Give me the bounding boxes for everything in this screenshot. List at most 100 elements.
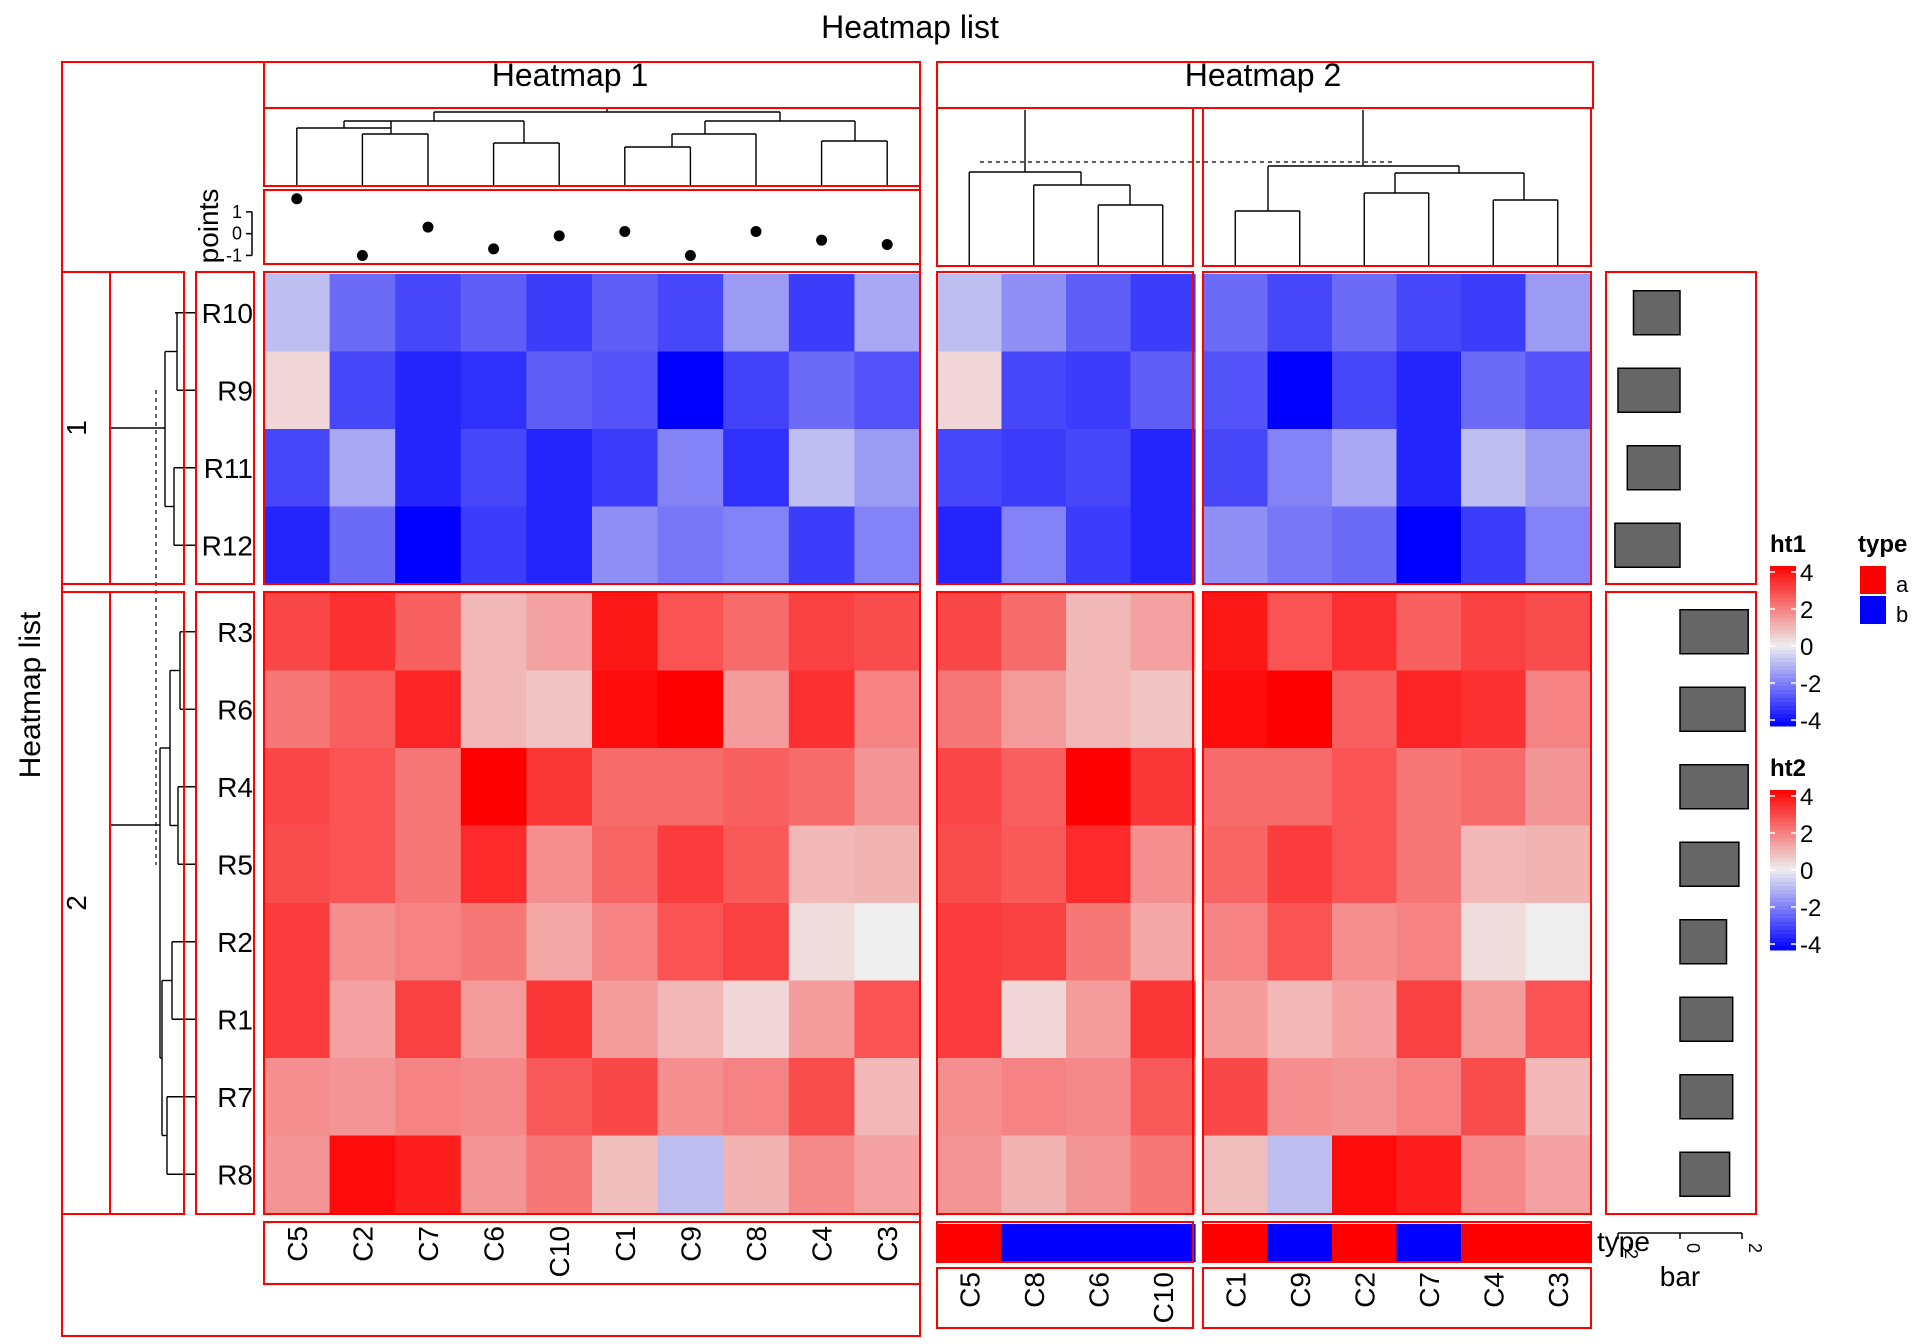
heatmap1-cell — [657, 670, 724, 749]
panel-border — [1605, 271, 1757, 585]
heatmap1-cell — [788, 903, 855, 982]
heatmap2-cell — [1332, 1135, 1398, 1214]
heatmap1-cell — [329, 506, 396, 585]
heatmap1-cell — [854, 825, 921, 904]
panel-border — [263, 591, 921, 1215]
heatmap2-cell — [1332, 274, 1398, 353]
panel-border — [109, 271, 185, 585]
points-marker — [881, 239, 893, 251]
legend-ht1-gradient — [1770, 614, 1796, 619]
heatmap1-cell — [723, 593, 790, 672]
legend-ht1-gradient — [1770, 586, 1796, 591]
heatmap2-cell — [1001, 351, 1067, 430]
heatmap2-cell — [1396, 980, 1462, 1059]
heatmap1-cell — [395, 274, 462, 353]
panel-border — [263, 189, 921, 265]
heatmap2-cell — [1525, 1058, 1591, 1137]
row-label: R9 — [217, 375, 253, 406]
heatmap2-cell — [1203, 351, 1269, 430]
heatmap2-cell — [1461, 1135, 1527, 1214]
heatmap2-cell — [937, 980, 1003, 1059]
type-annotation-cell — [1001, 1224, 1067, 1262]
heatmap2-cell — [1525, 593, 1591, 672]
heatmap1-cell — [460, 903, 527, 982]
legend-ht1-tick-label: 4 — [1800, 560, 1813, 587]
heatmap1-cell — [657, 593, 724, 672]
legend-ht2-tick-label: 4 — [1800, 784, 1813, 811]
heatmap2-column-label: C2 — [1349, 1272, 1380, 1308]
row-label: R11 — [204, 453, 253, 484]
heatmap2-cell — [1066, 670, 1132, 749]
heatmap1-cell — [592, 980, 659, 1059]
heatmap2-cell — [1001, 593, 1067, 672]
heatmap2-cell — [1267, 593, 1333, 672]
heatmap1-cell — [526, 825, 593, 904]
heatmap1-cell — [657, 506, 724, 585]
legend-ht2-gradient — [1770, 918, 1796, 923]
heatmap1-cell — [526, 351, 593, 430]
legend-type-swatch-b — [1860, 596, 1886, 624]
heatmap1-column-label: C1 — [610, 1226, 641, 1262]
heatmap2-column-label: C4 — [1478, 1272, 1509, 1308]
heatmap1-column-label: C3 — [872, 1226, 903, 1262]
bar-annotation-bar — [1617, 367, 1681, 413]
legend-ht2-gradient — [1770, 946, 1796, 951]
heatmap1-cell — [723, 429, 790, 508]
legend-type-swatch-a — [1860, 566, 1886, 594]
legend-ht2-gradient — [1770, 942, 1796, 947]
bar-annotation-bar — [1679, 996, 1734, 1042]
heatmap2-cell — [1332, 1058, 1398, 1137]
heatmap1-cell — [526, 980, 593, 1059]
heatmap2-cell — [1130, 980, 1196, 1059]
heatmap2-cell — [1001, 1058, 1067, 1137]
heatmap1-cell — [854, 670, 921, 749]
type-annotation-cell — [1130, 1224, 1196, 1262]
heatmap1-cell — [526, 1058, 593, 1137]
legend-ht2-gradient — [1770, 906, 1796, 911]
heatmap2-cell — [1001, 274, 1067, 353]
heatmap1-cell — [460, 980, 527, 1059]
legend-ht2-tick-label: 0 — [1800, 858, 1813, 885]
heatmap1-column-label: C6 — [479, 1226, 510, 1262]
heatmap1-cell — [592, 903, 659, 982]
panel-border — [1202, 591, 1592, 1215]
heatmap1-cell — [854, 506, 921, 585]
heatmap2-cell — [1396, 903, 1462, 982]
heatmap1-cell — [854, 274, 921, 353]
row-slice-2-label: 2 — [61, 895, 92, 911]
panel-border — [195, 271, 255, 585]
heatmap2-cell — [1267, 825, 1333, 904]
heatmap1-cell — [395, 351, 462, 430]
legend-ht1-gradient — [1770, 710, 1796, 715]
legend-ht1-tick-label: 0 — [1800, 634, 1813, 661]
heatmap2-cell — [937, 903, 1003, 982]
heatmap1-cell — [788, 670, 855, 749]
bar-annotation-bar — [1679, 609, 1749, 655]
bar-annotation-bar — [1679, 919, 1728, 965]
panel-border — [936, 591, 1194, 1215]
legend-ht1-gradient — [1770, 638, 1796, 643]
legend-ht1-gradient — [1770, 626, 1796, 631]
heatmap2-cell — [1525, 980, 1591, 1059]
heatmap2-cell — [1066, 980, 1132, 1059]
heatmap2-cell — [1267, 1135, 1333, 1214]
heatmap2-cell — [1203, 1135, 1269, 1214]
heatmap2-cell — [937, 1058, 1003, 1137]
heatmap1-cell — [854, 593, 921, 672]
heatmap2-cell — [1332, 506, 1398, 585]
heatmap1-cell — [460, 274, 527, 353]
legend-ht1-gradient — [1770, 630, 1796, 635]
bar-annotation-bar — [1679, 686, 1746, 732]
heatmap1-cell — [526, 748, 593, 827]
heatmap1-cell — [657, 980, 724, 1059]
legend-ht2-gradient — [1770, 814, 1796, 819]
legend-ht1-gradient — [1770, 682, 1796, 687]
panel-border — [263, 107, 921, 187]
heatmap2-cell — [1461, 351, 1527, 430]
heatmap1-cell — [723, 980, 790, 1059]
heatmap1-cell — [854, 1058, 921, 1137]
heatmap2-cell — [1130, 274, 1196, 353]
heatmap2-cell — [1066, 274, 1132, 353]
legend-ht2-gradient — [1770, 822, 1796, 827]
heatmap1-column-label: C7 — [413, 1226, 444, 1262]
